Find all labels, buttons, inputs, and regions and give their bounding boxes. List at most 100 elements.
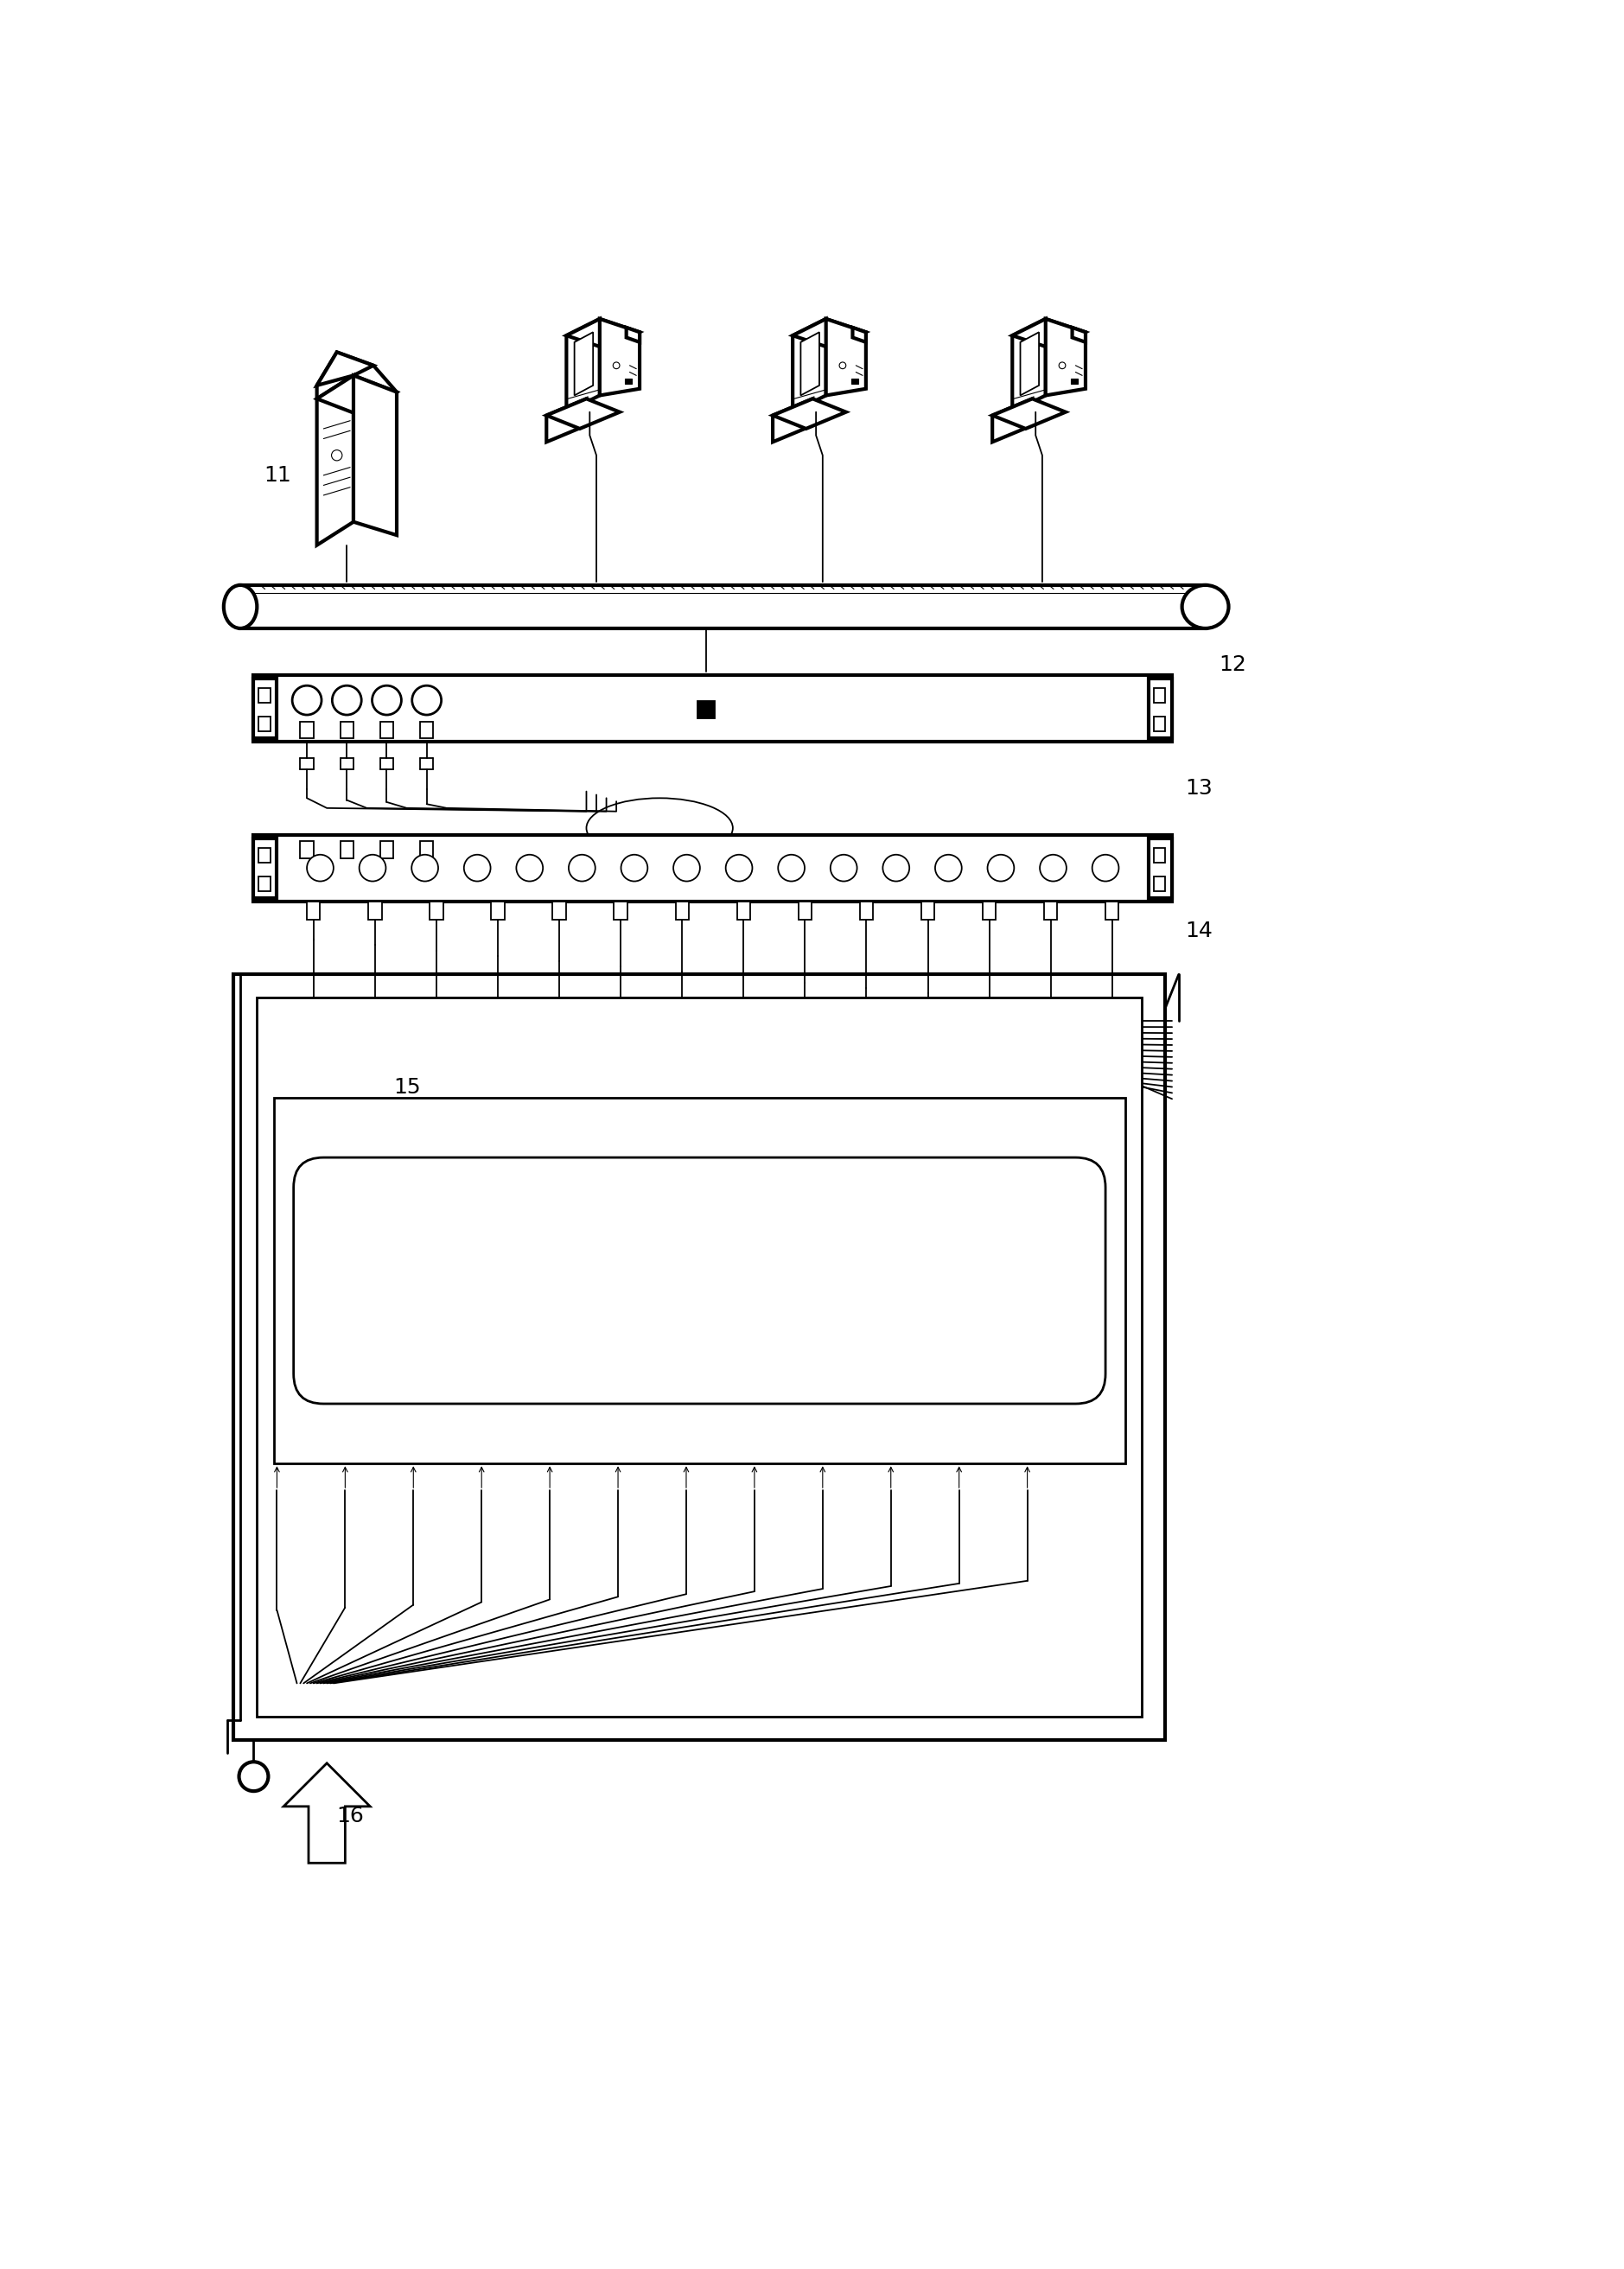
Circle shape xyxy=(516,855,542,880)
Circle shape xyxy=(883,855,909,880)
Polygon shape xyxy=(773,399,846,429)
Bar xyxy=(258,876,270,892)
Circle shape xyxy=(464,855,490,880)
Bar xyxy=(1070,379,1078,383)
Bar xyxy=(1148,678,1173,737)
Polygon shape xyxy=(317,374,396,415)
Bar xyxy=(552,901,565,919)
Bar xyxy=(921,901,934,919)
Bar xyxy=(430,901,443,919)
Bar xyxy=(421,722,434,737)
Circle shape xyxy=(568,855,596,880)
Bar xyxy=(253,837,278,899)
Circle shape xyxy=(1039,855,1067,880)
Polygon shape xyxy=(801,331,820,395)
Text: 14: 14 xyxy=(1186,921,1213,942)
Circle shape xyxy=(1030,1205,1103,1280)
Bar xyxy=(253,674,1173,742)
Bar xyxy=(300,842,313,858)
Polygon shape xyxy=(1012,320,1085,349)
Circle shape xyxy=(778,855,804,880)
Bar xyxy=(1153,849,1166,862)
Bar xyxy=(339,842,354,858)
Bar xyxy=(300,722,313,737)
Circle shape xyxy=(411,855,438,880)
Circle shape xyxy=(840,363,846,370)
Text: 16: 16 xyxy=(336,1806,364,1827)
Bar xyxy=(307,901,320,919)
Polygon shape xyxy=(853,327,866,343)
Bar xyxy=(380,842,393,858)
Circle shape xyxy=(333,685,362,715)
Bar xyxy=(1153,688,1166,703)
Bar xyxy=(614,901,627,919)
Polygon shape xyxy=(567,320,640,349)
Polygon shape xyxy=(793,320,866,349)
Bar xyxy=(851,379,857,383)
Bar xyxy=(421,842,434,858)
Circle shape xyxy=(612,363,620,370)
Circle shape xyxy=(359,855,387,880)
Polygon shape xyxy=(627,327,640,343)
Polygon shape xyxy=(567,320,599,413)
Polygon shape xyxy=(773,399,812,442)
Bar xyxy=(240,585,1205,629)
Bar xyxy=(253,835,1173,901)
Polygon shape xyxy=(546,399,586,442)
Polygon shape xyxy=(317,352,396,415)
Circle shape xyxy=(620,855,648,880)
Circle shape xyxy=(674,855,700,880)
Polygon shape xyxy=(992,399,1033,442)
Bar xyxy=(380,722,393,737)
Circle shape xyxy=(239,1761,268,1790)
Bar xyxy=(698,701,715,719)
Bar xyxy=(257,998,1142,1718)
Polygon shape xyxy=(599,320,640,395)
Bar xyxy=(737,901,750,919)
Bar xyxy=(859,901,874,919)
Polygon shape xyxy=(793,320,827,413)
Bar xyxy=(1153,717,1166,731)
Polygon shape xyxy=(317,374,354,545)
Polygon shape xyxy=(317,352,374,386)
Polygon shape xyxy=(575,331,593,395)
Bar xyxy=(983,901,996,919)
Text: 11: 11 xyxy=(263,465,291,486)
Circle shape xyxy=(372,685,401,715)
FancyBboxPatch shape xyxy=(294,1157,1106,1405)
Circle shape xyxy=(292,685,322,715)
Text: 15: 15 xyxy=(393,1078,421,1098)
Bar xyxy=(676,901,689,919)
Bar xyxy=(490,901,505,919)
Bar xyxy=(339,722,354,737)
Polygon shape xyxy=(992,399,1065,429)
Polygon shape xyxy=(1012,320,1046,413)
Bar xyxy=(1148,837,1173,899)
Ellipse shape xyxy=(1182,585,1229,629)
Bar xyxy=(369,901,382,919)
Circle shape xyxy=(935,855,961,880)
Circle shape xyxy=(1059,363,1065,370)
Ellipse shape xyxy=(586,799,732,858)
Text: 12: 12 xyxy=(1218,653,1246,676)
Circle shape xyxy=(830,855,857,880)
Ellipse shape xyxy=(224,585,257,629)
Circle shape xyxy=(307,855,333,880)
Circle shape xyxy=(987,855,1013,880)
Bar xyxy=(258,849,270,862)
Bar xyxy=(1153,876,1166,892)
Bar xyxy=(1044,901,1057,919)
FancyArrow shape xyxy=(284,1763,370,1863)
Bar xyxy=(1106,901,1119,919)
Bar xyxy=(258,688,270,703)
Polygon shape xyxy=(1020,331,1039,395)
Circle shape xyxy=(331,449,343,461)
Polygon shape xyxy=(827,320,866,395)
Bar xyxy=(625,379,632,383)
Text: 13: 13 xyxy=(1186,778,1213,799)
Circle shape xyxy=(726,855,752,880)
Bar xyxy=(234,973,1166,1740)
Polygon shape xyxy=(1046,320,1085,395)
Circle shape xyxy=(1093,855,1119,880)
Polygon shape xyxy=(354,374,396,535)
